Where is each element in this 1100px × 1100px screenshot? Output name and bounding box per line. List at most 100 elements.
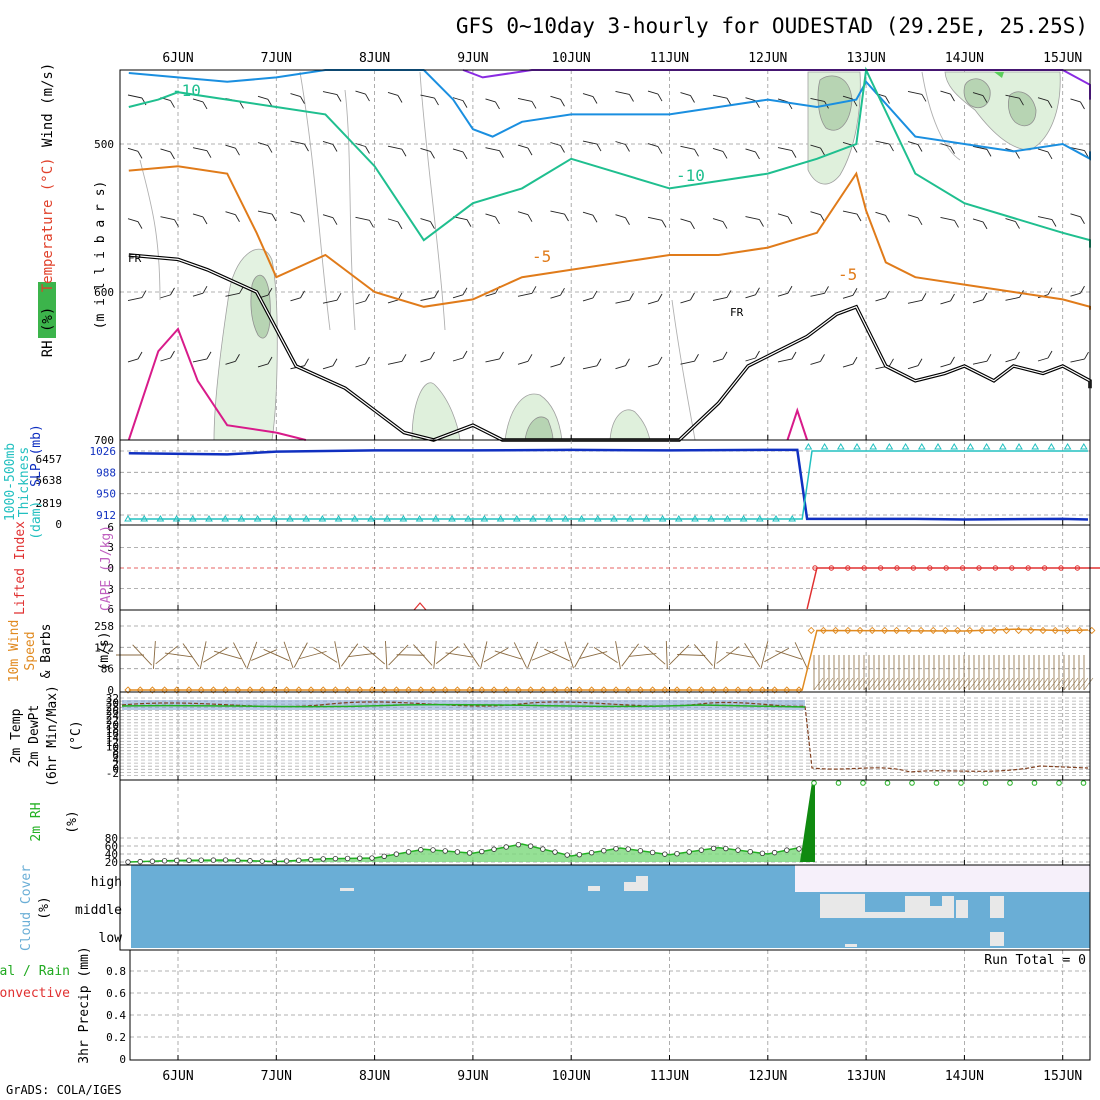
wind-barb-flag <box>434 290 439 298</box>
date-label: 10JUN <box>552 1069 591 1084</box>
wind-speed-marker <box>880 626 889 635</box>
wind-barb-flag <box>1068 677 1079 691</box>
wind-speed-marker <box>429 686 437 694</box>
date-label: 9JUN <box>457 51 488 66</box>
wind-barb-flag <box>858 677 869 691</box>
wind-barb-flag <box>954 220 959 228</box>
thickness-marker <box>415 515 424 522</box>
thickness-marker <box>253 515 262 522</box>
wind-speed-marker <box>770 686 779 694</box>
y-tick-label: 12 <box>106 736 119 749</box>
isotherm-label: -5 <box>838 265 857 284</box>
thickness-marker <box>820 443 829 450</box>
wind-speed-marker <box>966 626 974 635</box>
rh-marker <box>235 857 241 864</box>
rh-contour <box>139 71 961 441</box>
wind-barb <box>290 297 301 302</box>
rh-marker <box>442 848 448 854</box>
wind-barb <box>233 642 247 668</box>
wind-speed-marker <box>502 686 510 694</box>
wind-barb-flag <box>235 147 240 156</box>
date-label: 14JUN <box>945 51 984 66</box>
wind-barb <box>647 90 659 95</box>
wind-barb <box>744 643 761 667</box>
wind-barb-flag <box>1015 151 1020 159</box>
wind-speed-marker <box>575 686 584 694</box>
wind-speed-marker <box>1014 626 1023 635</box>
thickness-marker <box>448 515 456 522</box>
thickness-marker <box>998 443 1007 450</box>
rh-marker <box>564 852 570 858</box>
wind-barb <box>485 358 500 363</box>
wind10m-gridlines <box>120 610 1090 692</box>
wind-speed-marker <box>234 686 242 694</box>
wind-barb-flag <box>852 288 858 296</box>
thickness-marker <box>140 515 149 522</box>
wind-barb-flag <box>726 290 732 298</box>
thickness-marker <box>480 515 489 522</box>
wind-barb <box>293 642 308 668</box>
lifted-index-marker <box>828 565 835 571</box>
wind-barb <box>155 645 178 665</box>
stability-yticks: 6 3 0 3 6 <box>107 521 114 616</box>
wind-barb <box>712 358 724 363</box>
rh-marker <box>771 849 778 856</box>
wind-speed-marker <box>758 686 767 694</box>
wind-barb <box>1037 216 1053 220</box>
lifted-index-marker <box>1058 565 1064 571</box>
rh-blob <box>609 409 651 441</box>
wind10m-unit: (m/s) <box>97 631 112 670</box>
freezing-level-inner <box>128 254 1091 441</box>
wind-barb-flag <box>206 150 212 158</box>
thickness-marker <box>221 515 230 522</box>
wind-barb <box>810 144 821 149</box>
wind-barb <box>420 297 435 301</box>
wind-barb-flag <box>917 144 923 152</box>
temp2m-ylabel-3: (6hr Min/Max) <box>45 685 60 787</box>
wind-speed-marker <box>209 686 218 694</box>
wind-barb-flag <box>950 356 955 365</box>
wind-barb <box>387 92 399 96</box>
wind-barb <box>810 360 821 365</box>
wind-barb-flag <box>137 221 143 229</box>
wind-barb <box>341 643 359 667</box>
temp2m-ylabel: 2m Temp <box>9 708 24 763</box>
wind-barb-flag <box>657 293 663 302</box>
rh-marker <box>515 841 522 848</box>
thickness-marker <box>691 515 699 522</box>
chart-title: GFS 0~10day 3-hourly for OUDESTAD (29.25… <box>456 14 1088 38</box>
thickness-marker <box>1031 443 1040 450</box>
lifted-index-marker <box>845 565 851 571</box>
wind-speed-marker <box>514 686 523 694</box>
y-tick-label: 28 <box>106 701 119 714</box>
cloud-row-high: high <box>91 875 122 890</box>
y-tick-label: 600 <box>94 286 114 299</box>
wind-barb-flag <box>958 677 969 691</box>
wind-barb-flag <box>1033 677 1044 691</box>
rh-marker <box>982 780 989 786</box>
date-label: 12JUN <box>748 51 787 66</box>
wind-barb <box>777 292 789 297</box>
wind-barb-flag <box>625 358 630 366</box>
wind-speed-marker <box>307 686 315 694</box>
wind-barb <box>615 299 630 304</box>
wind-barb <box>582 297 594 302</box>
isotherm-label: -10 <box>676 166 705 185</box>
wind-barb-flag <box>462 100 468 108</box>
wind-barb-flag <box>1015 351 1020 360</box>
y-tick-label: 0 <box>119 1053 126 1066</box>
wind-barb <box>777 147 793 152</box>
wind-barb-flag <box>137 351 143 360</box>
rh-marker <box>637 848 644 854</box>
wind-barb-flag <box>141 290 147 298</box>
wind-speed-marker <box>722 686 730 694</box>
wind-barb-flag <box>883 677 894 691</box>
wind-barb <box>132 644 153 666</box>
wind-barb-flag <box>397 221 403 230</box>
cloud-high-after <box>795 865 1090 892</box>
thickness-marker <box>512 515 521 522</box>
wind-barb-flag <box>983 677 994 691</box>
wind-barb-flag <box>1008 677 1019 691</box>
wind-barb <box>842 363 854 368</box>
wind-barb-flag <box>369 220 374 228</box>
